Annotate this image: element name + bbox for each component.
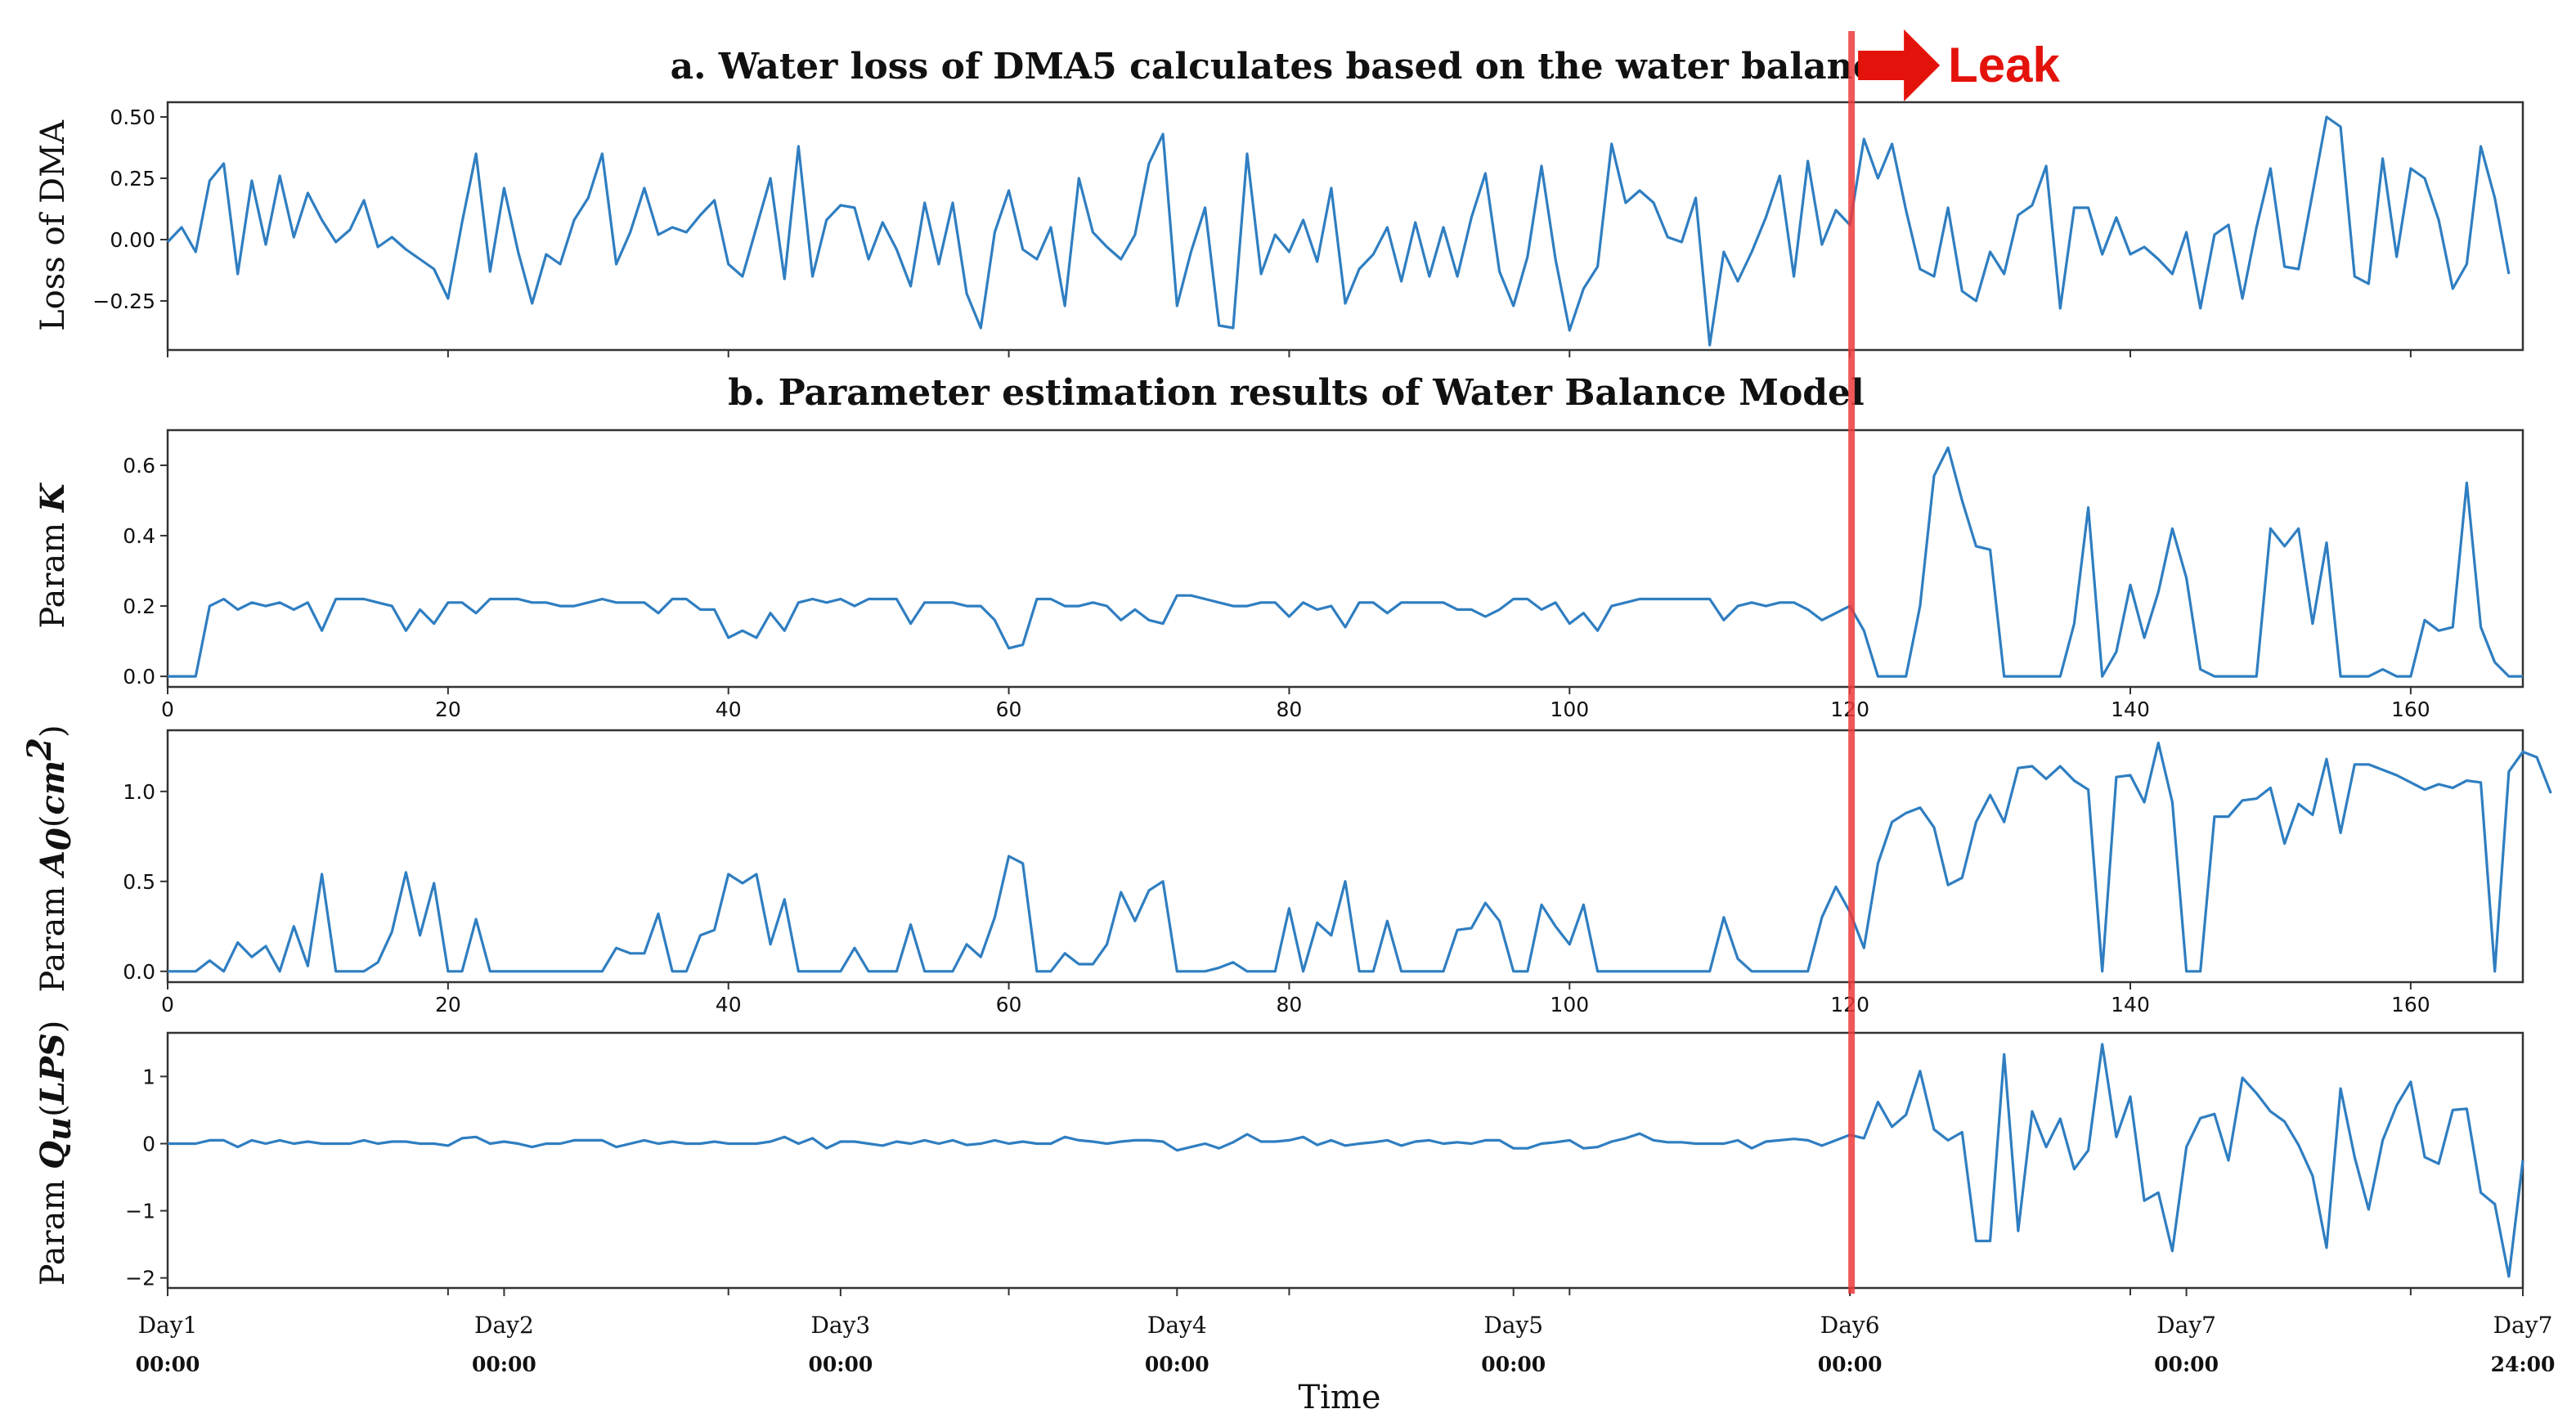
panel-b1-ytick-label: 0.2 bbox=[123, 595, 155, 618]
time-tick-day-label: Day5 bbox=[1483, 1312, 1543, 1339]
panel-a-ytick-label: 0.50 bbox=[110, 105, 155, 129]
time-tick-day-label: Day4 bbox=[1147, 1312, 1207, 1339]
panel-b2-ylabel-subscript: 0 bbox=[40, 828, 79, 850]
time-tick-day-label: Day7 bbox=[2493, 1312, 2553, 1339]
time-tick-day-label: Day2 bbox=[474, 1312, 534, 1339]
panel-b1-frame bbox=[166, 429, 2524, 689]
time-tick-day-label: Day6 bbox=[1820, 1312, 1880, 1339]
panel-b3-ytick-label: 1 bbox=[142, 1065, 155, 1088]
panel-b1-ylabel-symbol: K bbox=[34, 482, 72, 513]
panel-b3-ylabel-prefix: Param bbox=[34, 1169, 72, 1286]
panel-b2-ylabel-unit: cm bbox=[34, 761, 72, 815]
panel-b2-xtick-label: 40 bbox=[716, 993, 742, 1016]
panel-b2-xtick-label: 100 bbox=[1550, 993, 1589, 1016]
panel-a-ytick-label: 0.25 bbox=[110, 167, 155, 191]
leak-label: Leak bbox=[1948, 38, 2060, 92]
time-tick-time-label: 00:00 bbox=[1145, 1353, 1209, 1376]
panel-b3-ylabel: Param Qu(LPS) bbox=[34, 1021, 79, 1286]
panel-b1-ylabel-prefix: Param bbox=[34, 512, 72, 629]
panel-b3-frame bbox=[166, 1031, 2524, 1290]
panel-b2-ytick-label: 0.0 bbox=[123, 960, 155, 984]
panel-b1-ytick-label: 0.4 bbox=[123, 524, 155, 548]
panel-b1-xtick-label: 60 bbox=[996, 698, 1022, 721]
panel-b3-ylabel-unit: LPS bbox=[34, 1033, 72, 1105]
panel-b1-ytick-label: 0.6 bbox=[123, 454, 155, 478]
panel-b2-xtick-label: 140 bbox=[2111, 993, 2150, 1016]
panel-b2-xtick-label: 60 bbox=[996, 993, 1022, 1016]
panel-b1-xtick-label: 100 bbox=[1550, 698, 1589, 721]
panel-a-ytick-label: −0.25 bbox=[92, 289, 155, 313]
panel-b3-ylabel-open-paren: ( bbox=[34, 1104, 72, 1117]
panel-b2-ylabel-close-paren: ) bbox=[34, 725, 72, 738]
time-tick-day-label: Day7 bbox=[2156, 1312, 2216, 1339]
panel-b1-xtick-label: 20 bbox=[435, 698, 461, 721]
panel-b2-ylabel-symbol: A bbox=[34, 850, 72, 879]
panel-b3-param-qu-chart: −2 −1 0 1 bbox=[125, 1031, 2524, 1295]
panel-a-series-line bbox=[166, 115, 2511, 347]
panel-b2-xtick-label: 160 bbox=[2391, 993, 2430, 1016]
panel-b1-xtick-label: 160 bbox=[2391, 698, 2430, 721]
panel-a-loss-chart: −0.25 0.00 0.25 0.50 bbox=[92, 101, 2524, 357]
time-tick-day-label: Day3 bbox=[810, 1312, 870, 1339]
x-axis-label: Time bbox=[1298, 1379, 1380, 1416]
panel-b2-ylabel: Param A0(cm2) bbox=[20, 725, 79, 992]
panel-b3-ylabel-subscript: u bbox=[40, 1117, 79, 1141]
time-tick-time-label: 00:00 bbox=[1818, 1353, 1883, 1376]
panel-b2-frame bbox=[166, 729, 2524, 984]
panel-a-ytick-label: 0.00 bbox=[110, 228, 155, 252]
panel-b2-ytick-label: 1.0 bbox=[123, 780, 155, 804]
panel-b2-ytick-label: 0.5 bbox=[123, 870, 155, 894]
panel-b2-ylabel-prefix: Param bbox=[34, 876, 72, 993]
time-tick-day-label: Day1 bbox=[138, 1312, 198, 1339]
panel-b2-xtick-label: 0 bbox=[161, 993, 174, 1016]
panel-b1-param-k-chart: 0.00.20.40.6020406080100120140160 bbox=[123, 429, 2524, 721]
panel-b3-ytick-label: −1 bbox=[125, 1200, 155, 1223]
panel-b3-ytick-label: 0 bbox=[142, 1132, 155, 1156]
panel-b2-xtick-label: 20 bbox=[435, 993, 461, 1016]
panel-b3-series-line bbox=[168, 1043, 2524, 1278]
panel-b1-series-line bbox=[168, 446, 2523, 678]
time-tick-time-label: 00:00 bbox=[472, 1353, 536, 1376]
panel-b1-xtick-label: 40 bbox=[716, 698, 742, 721]
time-tick-time-label: 00:00 bbox=[2154, 1353, 2219, 1376]
panel-b2-series-line bbox=[168, 741, 2552, 973]
panel-b1-xtick-label: 0 bbox=[161, 698, 174, 721]
panel-b1-ylabel: Param K bbox=[34, 482, 72, 629]
panel-b3-ytick-label: −2 bbox=[125, 1267, 155, 1290]
panel-b1-ytick-label: 0.0 bbox=[123, 665, 155, 689]
panel-a-ylabel: Loss of DMA bbox=[34, 119, 72, 331]
panel-b2-ylabel-superscript: 2 bbox=[20, 738, 59, 761]
time-tick-time-label: 24:00 bbox=[2491, 1353, 2556, 1376]
time-axis: Day1 00:00 Day2 00:00 Day3 00:00 Day4 00:00 Day5… bbox=[136, 1288, 2556, 1376]
panel-b2-param-a0-chart: 0.00.51.0020406080100120140160 bbox=[123, 729, 2552, 1016]
panel-a-frame bbox=[166, 101, 2524, 352]
time-tick-time-label: 00:00 bbox=[1481, 1353, 1546, 1376]
panel-b3-ylabel-close-paren: ) bbox=[34, 1021, 72, 1034]
panel-b3-ylabel-symbol: Q bbox=[34, 1141, 72, 1169]
panel-b-title: b. Parameter estimation results of Water… bbox=[728, 372, 1865, 414]
panel-b1-xtick-label: 140 bbox=[2111, 698, 2150, 721]
panel-b2-xtick-label: 80 bbox=[1277, 993, 1303, 1016]
panel-a-title: a. Water loss of DMA5 calculates based o… bbox=[671, 46, 1898, 88]
panel-b1-xtick-label: 80 bbox=[1277, 698, 1303, 721]
leak-arrow-icon bbox=[1858, 29, 1941, 101]
time-tick-time-label: 00:00 bbox=[136, 1353, 200, 1376]
panel-b2-ylabel-open-paren: ( bbox=[34, 815, 72, 828]
time-tick-time-label: 00:00 bbox=[808, 1353, 873, 1376]
